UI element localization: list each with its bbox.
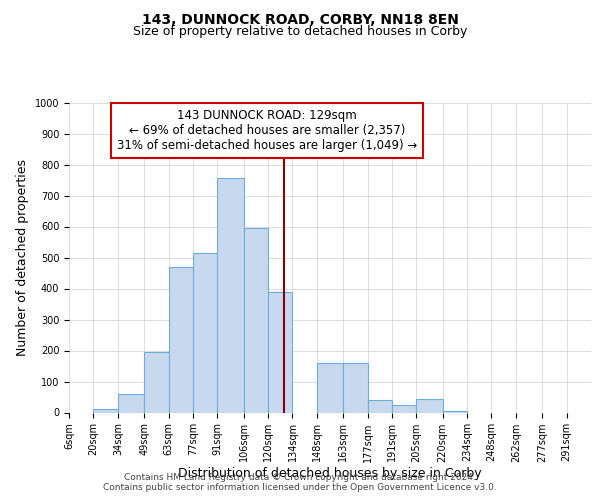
- Text: Contains public sector information licensed under the Open Government Licence v3: Contains public sector information licen…: [103, 484, 497, 492]
- Bar: [443, 411, 467, 412]
- Bar: [268, 292, 292, 412]
- Bar: [169, 267, 193, 412]
- Bar: [368, 400, 392, 412]
- Bar: [217, 178, 244, 412]
- Bar: [118, 394, 144, 412]
- Bar: [416, 398, 443, 412]
- Bar: [144, 352, 169, 412]
- Y-axis label: Number of detached properties: Number of detached properties: [16, 159, 29, 356]
- Bar: [244, 228, 268, 412]
- X-axis label: Distribution of detached houses by size in Corby: Distribution of detached houses by size …: [178, 468, 482, 480]
- Bar: [94, 410, 118, 412]
- Bar: [392, 405, 416, 412]
- Text: Size of property relative to detached houses in Corby: Size of property relative to detached ho…: [133, 25, 467, 38]
- Bar: [343, 363, 368, 412]
- Text: 143 DUNNOCK ROAD: 129sqm
← 69% of detached houses are smaller (2,357)
31% of sem: 143 DUNNOCK ROAD: 129sqm ← 69% of detach…: [117, 108, 418, 152]
- Bar: [317, 363, 343, 412]
- Bar: [193, 253, 217, 412]
- Text: 143, DUNNOCK ROAD, CORBY, NN18 8EN: 143, DUNNOCK ROAD, CORBY, NN18 8EN: [142, 12, 458, 26]
- Text: Contains HM Land Registry data © Crown copyright and database right 2024.: Contains HM Land Registry data © Crown c…: [124, 474, 476, 482]
